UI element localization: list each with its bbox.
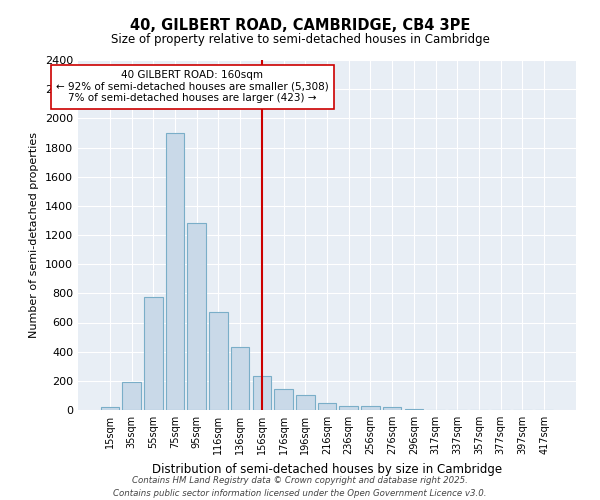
Text: 40 GILBERT ROAD: 160sqm
← 92% of semi-detached houses are smaller (5,308)
7% of : 40 GILBERT ROAD: 160sqm ← 92% of semi-de…	[56, 70, 329, 103]
Bar	[231, 348, 250, 410]
Bar	[253, 376, 271, 410]
Bar	[296, 394, 314, 410]
Bar	[144, 297, 163, 410]
Bar	[361, 406, 380, 410]
Bar	[166, 133, 184, 410]
Bar	[318, 402, 336, 410]
Bar	[122, 382, 141, 410]
Bar	[209, 312, 227, 410]
Bar	[383, 407, 401, 410]
Bar	[101, 407, 119, 410]
Text: Contains HM Land Registry data © Crown copyright and database right 2025.
Contai: Contains HM Land Registry data © Crown c…	[113, 476, 487, 498]
X-axis label: Distribution of semi-detached houses by size in Cambridge: Distribution of semi-detached houses by …	[152, 462, 502, 475]
Y-axis label: Number of semi-detached properties: Number of semi-detached properties	[29, 132, 40, 338]
Text: Size of property relative to semi-detached houses in Cambridge: Size of property relative to semi-detach…	[110, 32, 490, 46]
Bar	[187, 224, 206, 410]
Text: 40, GILBERT ROAD, CAMBRIDGE, CB4 3PE: 40, GILBERT ROAD, CAMBRIDGE, CB4 3PE	[130, 18, 470, 32]
Bar	[340, 406, 358, 410]
Bar	[274, 389, 293, 410]
